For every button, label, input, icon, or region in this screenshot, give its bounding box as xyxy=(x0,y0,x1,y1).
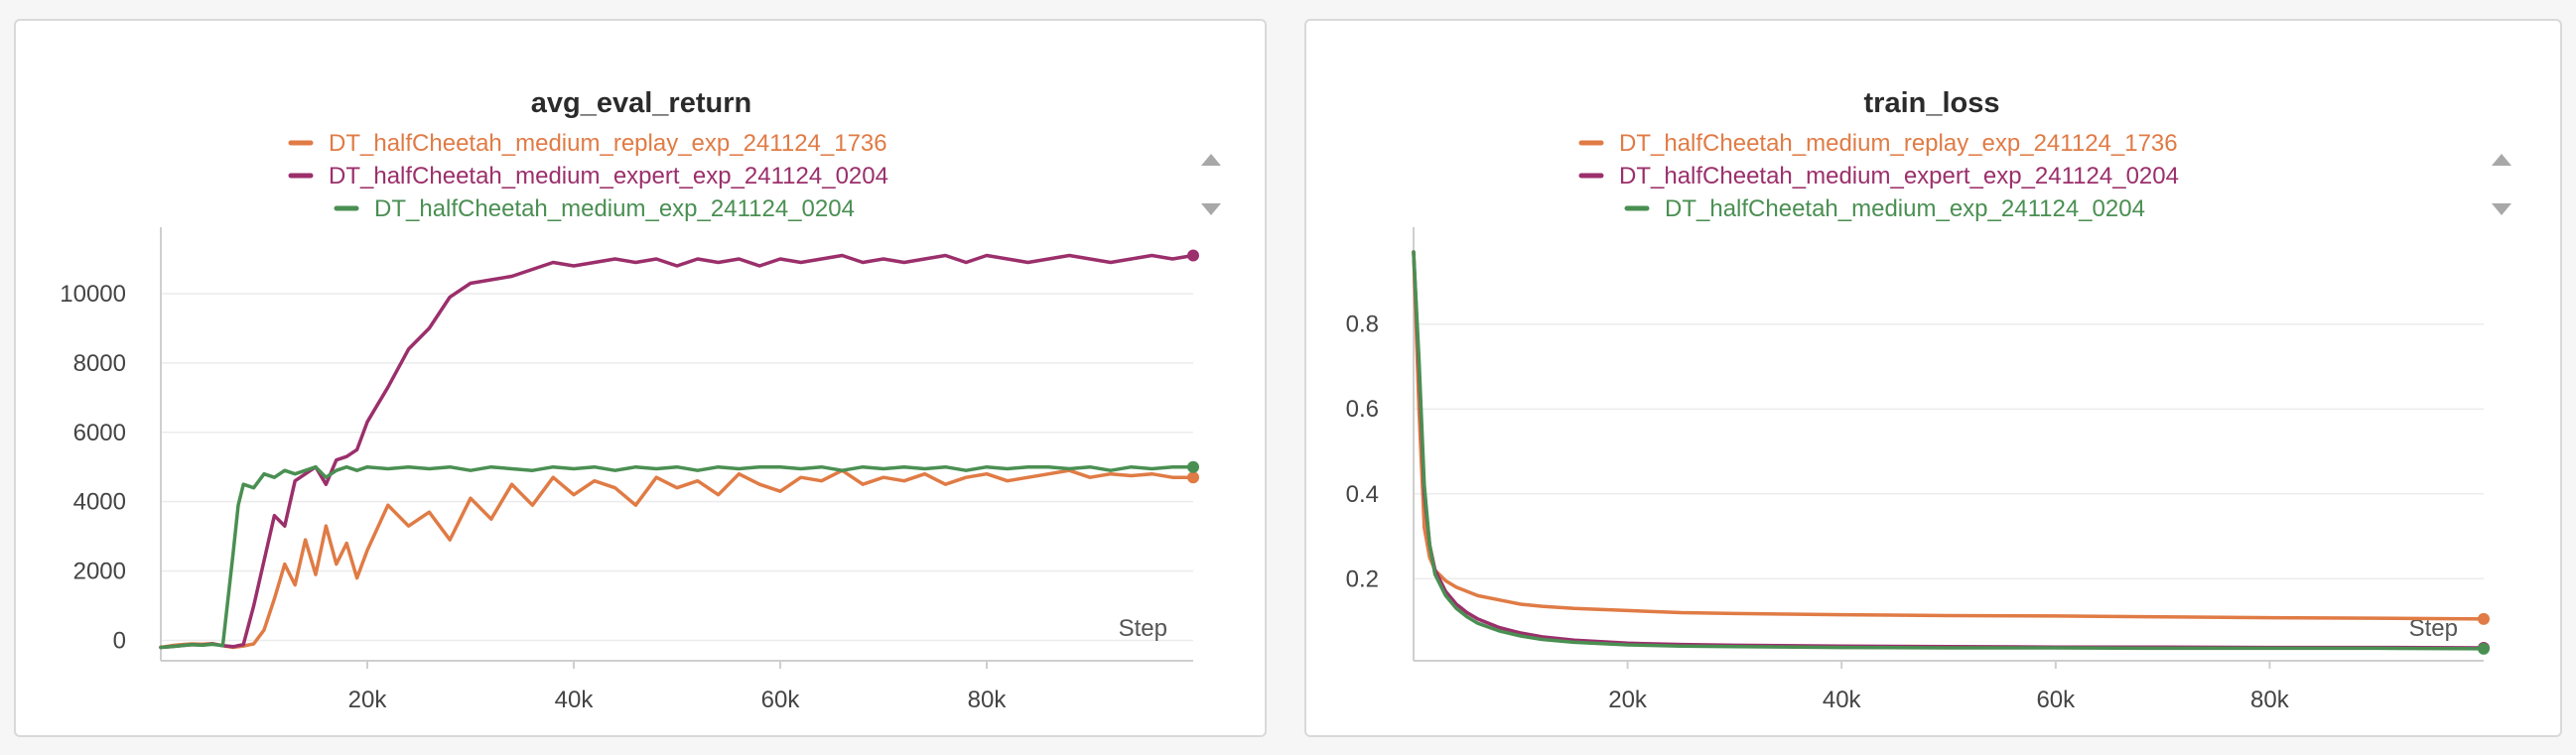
series-end-point xyxy=(1187,249,1199,262)
legend-entry: DT_halfCheetah_medium_expert_exp_241124_… xyxy=(329,163,888,189)
y-tick-label: 0.4 xyxy=(1346,481,1379,508)
x-tick-label: 60k xyxy=(2036,687,2076,713)
legend-scroll-up-icon[interactable] xyxy=(2492,154,2511,166)
y-tick-label: 0.2 xyxy=(1346,566,1379,592)
series-line xyxy=(159,468,1195,650)
y-tick-label: 0.8 xyxy=(1346,312,1379,338)
series-line xyxy=(1412,250,2486,621)
y-tick-label: 4000 xyxy=(73,489,126,516)
chart-panel-avg-eval-return: avg_eval_return DT_halfCheetah_medium_rep… xyxy=(14,19,1267,737)
x-tick-label: 80k xyxy=(2250,687,2290,713)
series-end-point xyxy=(2478,612,2490,625)
series-end-point xyxy=(2478,642,2490,655)
y-tick-label: 0.6 xyxy=(1346,396,1379,423)
legend-entry: DT_halfCheetah_medium_replay_exp_241124_… xyxy=(1619,130,2178,157)
y-tick-label: 6000 xyxy=(73,420,126,446)
series-end-point xyxy=(1187,471,1199,484)
x-tick-label: 20k xyxy=(1608,687,1648,713)
x-tick-label: 40k xyxy=(555,687,595,713)
legend-scroll-up-icon[interactable] xyxy=(1201,154,1221,166)
x-tick-label: 20k xyxy=(348,687,388,713)
y-tick-label: 2000 xyxy=(73,559,126,585)
chart-svg: train_loss DT_halfCheetah_medium_replay_e… xyxy=(1346,87,2511,713)
x-tick-label: 60k xyxy=(761,687,801,713)
chart-panel-train-loss: train_loss DT_halfCheetah_medium_replay_e… xyxy=(1304,19,2562,737)
y-tick-label: 8000 xyxy=(73,350,126,377)
legend-entry: DT_halfCheetah_medium_exp_241124_0204 xyxy=(1665,195,2145,222)
legend-entry: DT_halfCheetah_medium_replay_exp_241124_… xyxy=(329,130,887,157)
series-line xyxy=(1412,250,2486,650)
x-axis-label: Step xyxy=(1119,615,1167,642)
chart-title: avg_eval_return xyxy=(531,87,751,119)
series-line xyxy=(159,464,1195,650)
series-end-point xyxy=(1187,460,1199,473)
chart-svg: avg_eval_return DT_halfCheetah_medium_rep… xyxy=(60,87,1221,713)
series-line xyxy=(159,253,1195,650)
legend-entry: DT_halfCheetah_medium_expert_exp_241124_… xyxy=(1619,163,2179,189)
chart-title: train_loss xyxy=(1864,87,2000,119)
legend-scroll-down-icon[interactable] xyxy=(2492,203,2511,215)
y-tick-label: 0 xyxy=(113,628,126,655)
legend-entry: DT_halfCheetah_medium_exp_241124_0204 xyxy=(374,195,855,222)
x-tick-label: 80k xyxy=(968,687,1008,713)
series-line xyxy=(1412,250,2486,651)
x-tick-label: 40k xyxy=(1823,687,1862,713)
y-tick-label: 10000 xyxy=(60,281,126,308)
legend-scroll-down-icon[interactable] xyxy=(1201,203,1221,215)
